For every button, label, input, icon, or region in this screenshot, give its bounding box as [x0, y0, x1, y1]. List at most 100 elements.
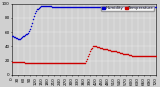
- Point: [52, 62, 54, 64]
- Point: [70, 62, 72, 64]
- Point: [113, 6, 115, 8]
- Point: [12, 61, 14, 63]
- Point: [119, 6, 121, 8]
- Point: [90, 6, 92, 8]
- Point: [155, 6, 157, 8]
- Point: [80, 62, 82, 64]
- Point: [142, 6, 144, 8]
- Point: [62, 6, 64, 8]
- Point: [76, 6, 78, 8]
- Point: [93, 6, 95, 8]
- Point: [132, 6, 134, 8]
- Point: [28, 31, 30, 32]
- Point: [106, 49, 108, 50]
- Point: [115, 6, 117, 8]
- Point: [68, 6, 70, 8]
- Point: [73, 6, 75, 8]
- Point: [75, 6, 77, 8]
- Point: [17, 61, 19, 63]
- Point: [65, 62, 67, 64]
- Point: [85, 6, 87, 8]
- Point: [59, 62, 61, 64]
- Point: [29, 29, 31, 30]
- Point: [147, 6, 149, 8]
- Point: [111, 6, 113, 8]
- Point: [107, 49, 109, 51]
- Point: [143, 55, 145, 56]
- Point: [43, 6, 45, 7]
- Point: [149, 55, 151, 56]
- Point: [155, 55, 157, 56]
- Point: [33, 15, 35, 16]
- Point: [47, 62, 49, 64]
- Point: [58, 6, 60, 8]
- Point: [62, 62, 64, 64]
- Point: [121, 52, 123, 54]
- Point: [112, 50, 114, 51]
- Point: [96, 6, 98, 8]
- Point: [35, 10, 37, 11]
- Point: [32, 19, 34, 20]
- Point: [77, 6, 79, 8]
- Point: [87, 56, 89, 57]
- Point: [102, 48, 104, 49]
- Point: [83, 6, 85, 8]
- Point: [85, 60, 87, 61]
- Point: [51, 62, 53, 64]
- Point: [97, 46, 99, 48]
- Point: [126, 54, 128, 55]
- Point: [16, 37, 18, 39]
- Point: [74, 6, 76, 8]
- Point: [13, 61, 15, 63]
- Point: [56, 62, 58, 64]
- Point: [130, 54, 132, 56]
- Point: [132, 55, 134, 56]
- Point: [92, 6, 94, 8]
- Point: [143, 6, 145, 8]
- Point: [42, 6, 44, 7]
- Point: [23, 61, 25, 63]
- Point: [27, 62, 29, 64]
- Point: [88, 53, 90, 54]
- Point: [60, 62, 62, 64]
- Point: [89, 51, 91, 52]
- Point: [122, 53, 124, 54]
- Point: [55, 62, 57, 64]
- Point: [36, 62, 38, 64]
- Point: [48, 62, 50, 64]
- Point: [99, 47, 101, 49]
- Point: [114, 51, 116, 52]
- Point: [129, 6, 131, 8]
- Point: [101, 6, 103, 8]
- Point: [118, 6, 120, 8]
- Point: [151, 6, 153, 8]
- Point: [26, 33, 28, 34]
- Point: [50, 62, 52, 64]
- Point: [148, 6, 150, 8]
- Point: [105, 49, 107, 50]
- Point: [49, 62, 51, 64]
- Point: [34, 12, 36, 14]
- Point: [118, 51, 120, 53]
- Point: [134, 6, 136, 8]
- Point: [56, 6, 58, 8]
- Point: [148, 55, 150, 56]
- Point: [66, 6, 68, 8]
- Point: [111, 50, 113, 51]
- Point: [117, 51, 119, 53]
- Point: [139, 6, 141, 8]
- Point: [109, 49, 111, 51]
- Point: [46, 6, 48, 7]
- Point: [81, 6, 83, 8]
- Point: [137, 55, 139, 56]
- Point: [129, 54, 131, 56]
- Point: [47, 6, 49, 7]
- Point: [30, 62, 32, 64]
- Point: [150, 6, 152, 8]
- Point: [18, 61, 20, 63]
- Point: [69, 62, 71, 64]
- Point: [154, 55, 156, 56]
- Point: [39, 6, 41, 8]
- Point: [82, 6, 84, 8]
- Point: [141, 6, 143, 8]
